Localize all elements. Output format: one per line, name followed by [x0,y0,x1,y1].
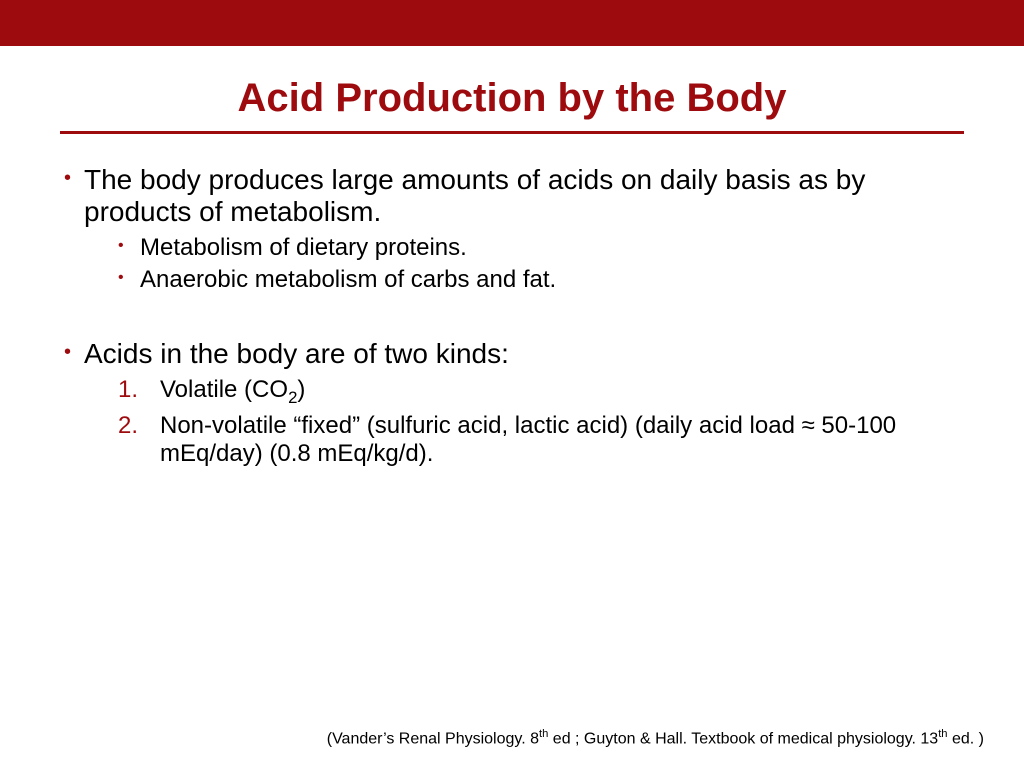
sub-list-1: • Metabolism of dietary proteins. • Anae… [60,234,964,294]
numbered-text: Non-volatile “fixed” (sulfuric acid, lac… [160,412,964,468]
bullet-item-2: • Acids in the body are of two kinds: [60,338,964,370]
title-container: Acid Production by the Body [0,46,1024,131]
numbered-list: 1. Volatile (CO2) 2. Non-volatile “fixed… [60,376,964,468]
bullet-marker: • [118,234,140,258]
bullet-marker: • [60,164,84,192]
number-marker: 1. [118,376,160,404]
bullet-marker: • [60,338,84,366]
bullet-text: Acids in the body are of two kinds: [84,338,964,370]
bullet-item-1: • The body produces large amounts of aci… [60,164,964,228]
citation: (Vander’s Renal Physiology. 8th ed ; Guy… [40,728,984,748]
spacer [60,298,964,338]
sub-text: Anaerobic metabolism of carbs and fat. [140,266,964,294]
bullet-marker: • [118,266,140,290]
sub-item: • Anaerobic metabolism of carbs and fat. [118,266,964,294]
sub-item: • Metabolism of dietary proteins. [118,234,964,262]
sub-text: Metabolism of dietary proteins. [140,234,964,262]
top-bar [0,0,1024,46]
number-marker: 2. [118,412,160,440]
numbered-text: Volatile (CO2) [160,376,964,408]
numbered-item: 1. Volatile (CO2) [118,376,964,408]
page-title: Acid Production by the Body [238,76,787,121]
numbered-item: 2. Non-volatile “fixed” (sulfuric acid, … [118,412,964,468]
bullet-text: The body produces large amounts of acids… [84,164,964,228]
content-area: • The body produces large amounts of aci… [0,134,1024,468]
